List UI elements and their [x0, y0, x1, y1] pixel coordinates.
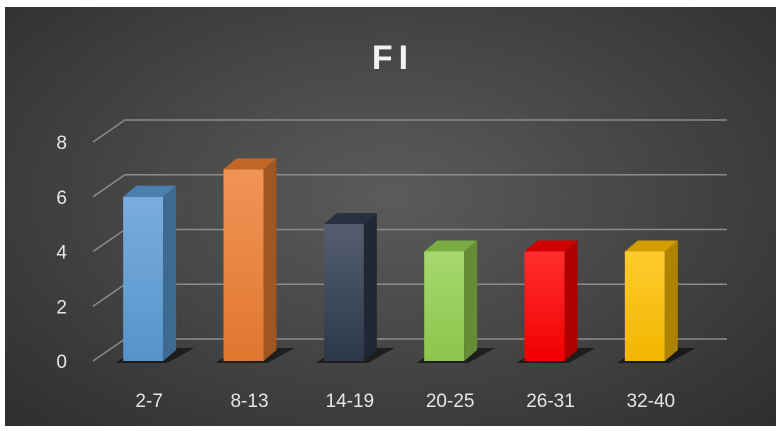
x-tick-label: 2-7 — [135, 391, 162, 412]
gridline — [92, 174, 727, 198]
bar-top — [524, 240, 578, 252]
y-tick-label: 4 — [56, 243, 67, 264]
chart-area: FI 0 2 4 6 8 2-7 8-13 14-19 20-25 26-31 32-40 — [5, 7, 776, 426]
x-tick-label: 20-25 — [426, 391, 475, 412]
bar — [524, 251, 565, 361]
bar-side — [464, 240, 478, 361]
bar — [223, 169, 264, 361]
bar — [323, 224, 364, 361]
bar-side — [363, 213, 377, 361]
bar-top — [624, 240, 678, 252]
bar-side — [263, 158, 277, 361]
y-tick-label: 0 — [56, 352, 67, 373]
y-tick-label: 8 — [56, 133, 67, 154]
y-axis-ticks: 0 2 4 6 8 — [56, 133, 67, 373]
bar-chart: FI 0 2 4 6 8 2-7 8-13 14-19 20-25 26-31 32-40 — [56, 39, 727, 412]
y-tick-label: 2 — [56, 297, 67, 318]
chart-title: FI — [372, 39, 414, 77]
bar-top — [223, 158, 277, 170]
bar-top — [123, 185, 177, 197]
bar-side — [163, 185, 177, 361]
bar — [424, 251, 465, 361]
gridline — [92, 119, 727, 143]
x-tick-label: 8-13 — [230, 391, 268, 412]
x-axis-ticks: 2-7 8-13 14-19 20-25 26-31 32-40 — [135, 391, 675, 412]
bars — [115, 158, 696, 363]
x-tick-label: 26-31 — [526, 391, 575, 412]
x-tick-label: 32-40 — [627, 391, 676, 412]
bar-side — [664, 240, 678, 361]
y-tick-label: 6 — [56, 188, 67, 209]
bar-top — [323, 213, 377, 225]
bar — [123, 196, 164, 361]
bar-side — [564, 240, 578, 361]
bar-top — [424, 240, 478, 252]
x-tick-label: 14-19 — [326, 391, 375, 412]
bar — [624, 251, 665, 361]
